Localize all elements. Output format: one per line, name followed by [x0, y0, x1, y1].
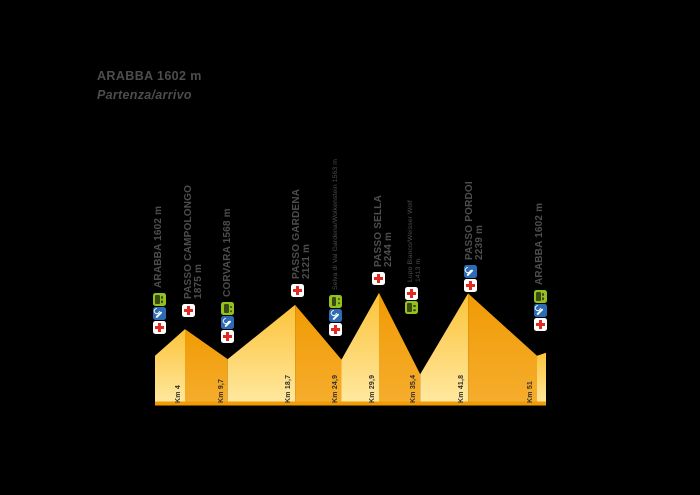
km-marker: Km 35,4 [410, 374, 418, 403]
refreshment-van-icon [329, 294, 342, 308]
first-aid-cross-icon [404, 287, 418, 301]
station-label-line: 2239 m [474, 225, 486, 261]
refreshment-van-icon [404, 301, 418, 315]
station-label: ARABBA 1602 m [534, 202, 545, 285]
station-label: CORVARA 1568 m [221, 208, 233, 298]
station-label: PASSO CAMPOLONGO 1875 m [183, 185, 204, 300]
station-label: PASSO SELLA 2244 m [373, 195, 394, 267]
station-label-line: 1875 m [192, 263, 204, 300]
km-marker: Km 4 [174, 385, 182, 403]
km-marker: Km 24,9 [331, 374, 339, 403]
first-aid-cross-icon [182, 304, 196, 318]
station-label-line: ARABBA 1602 m [534, 202, 545, 285]
station-label-line: CORVARA 1568 m [221, 208, 233, 298]
climb-segment [341, 292, 379, 405]
first-aid-cross-icon [290, 283, 304, 297]
km-marker: Km 9,7 [217, 378, 225, 403]
km-marker: Km 29,9 [368, 374, 376, 403]
descent-segment [468, 293, 537, 405]
descent-segment [185, 329, 228, 405]
first-aid-cross-icon [463, 279, 477, 293]
station-label-line: 2121 m [301, 243, 313, 279]
descent-segment [295, 304, 342, 405]
refreshment-van-icon [221, 302, 235, 316]
km-marker: Km 18,7 [285, 374, 293, 403]
refreshment-van-icon [152, 292, 166, 306]
first-aid-cross-icon [221, 330, 235, 344]
climb-segment [155, 329, 185, 405]
station-label-line: Selva di Val Gardena/Wolkenstein 1563 m [331, 158, 339, 290]
profile-baseline [155, 401, 546, 406]
wrench-service-icon [533, 303, 547, 317]
refreshment-van-icon [533, 289, 547, 303]
wrench-service-icon [152, 306, 166, 320]
station-label: Lupo Bianco/Weisser Wolf 1413 m [407, 200, 422, 282]
start-finish-title: ARABBA 1602 m [97, 69, 202, 83]
climb-segment [227, 304, 296, 405]
wrench-service-icon [221, 316, 235, 330]
station-label-line: 1413 m [414, 259, 422, 283]
wrench-service-icon [329, 308, 342, 322]
start-finish-subtitle: Partenza/arrivo [97, 88, 192, 102]
station-label: PASSO GARDENA 2121 m [291, 189, 313, 279]
climb-segment [420, 293, 469, 405]
km-marker: Km 51 [527, 380, 534, 403]
km-marker: Km 41,8 [458, 374, 466, 403]
first-aid-cross-icon [372, 271, 386, 285]
first-aid-cross-icon [152, 320, 166, 334]
wrench-service-icon [463, 265, 477, 279]
station-label: PASSO PORDOI 2239 m [464, 181, 486, 261]
chart-title: ARABBA 1602 m Partenza/arrivo [97, 69, 202, 103]
first-aid-cross-icon [533, 317, 547, 331]
station-label-line: 2244 m [382, 231, 394, 267]
first-aid-cross-icon [329, 322, 342, 336]
station-label-line: ARABBA 1602 m [153, 205, 164, 288]
descent-segment [379, 292, 421, 405]
station-label-line: Lupo Bianco/Weisser Wolf [407, 200, 415, 283]
finish-tail-segment [537, 352, 546, 405]
station-label: Selva di Val Gardena/Wolkenstein 1563 m [332, 159, 340, 290]
station-label: ARABBA 1602 m [153, 205, 164, 288]
